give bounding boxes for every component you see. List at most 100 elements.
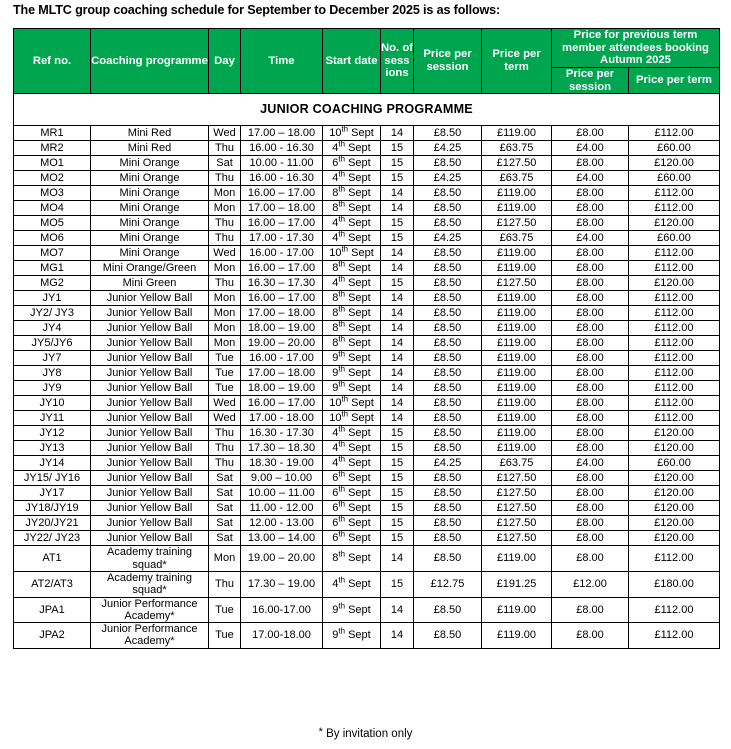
cell-ppt: £119.00 xyxy=(481,200,552,217)
cell-prev-ppt: £112.00 xyxy=(628,245,720,262)
cell-prev-ppt: £112.00 xyxy=(628,350,720,367)
cell-sessions: 15 xyxy=(380,530,414,547)
cell-prev-pps: £8.00 xyxy=(551,335,629,352)
table-row: MO6 Mini Orange Thu 17.00 - 17.30 4th Sept 15… xyxy=(13,230,720,247)
cell-sessions: 14 xyxy=(380,335,414,352)
cell-ref: MO6 xyxy=(13,230,91,247)
cell-programme: Junior Yellow Ball xyxy=(90,290,209,307)
cell-prev-ppt: £112.00 xyxy=(628,622,720,649)
cell-start-date: 4th Sept xyxy=(322,215,381,232)
cell-ref: JY17 xyxy=(13,485,91,502)
cell-sessions: 15 xyxy=(380,275,414,292)
cell-prev-ppt: £120.00 xyxy=(628,275,720,292)
cell-ref: MO2 xyxy=(13,170,91,187)
cell-ppt: £119.00 xyxy=(481,410,552,427)
cell-pps: £12.75 xyxy=(413,570,482,598)
cell-ref: MR1 xyxy=(13,125,91,142)
cell-start-date: 10th Sept xyxy=(322,125,381,142)
table-row: JY5/JY6 Junior Yellow Ball Mon 19.00 – 20.0… xyxy=(13,335,720,352)
cell-ref: MO7 xyxy=(13,245,91,262)
cell-day: Sat xyxy=(208,470,241,487)
cell-prev-pps: £8.00 xyxy=(551,365,629,382)
table-row: MO1 Mini Orange Sat 10.00 - 11.00 6th Sept 15… xyxy=(13,155,720,172)
cell-prev-ppt: £120.00 xyxy=(628,440,720,457)
cell-start-date: 8th Sept xyxy=(322,290,381,307)
cell-time: 16.00 - 17.00 xyxy=(240,350,323,367)
cell-start-date: 6th Sept xyxy=(322,530,381,547)
cell-start-date: 9th Sept xyxy=(322,380,381,397)
cell-ref: JY11 xyxy=(13,410,91,427)
cell-time: 16.00 – 17.00 xyxy=(240,215,323,232)
cell-prev-ppt: £120.00 xyxy=(628,155,720,172)
cell-sessions: 15 xyxy=(380,140,414,157)
cell-pps: £8.50 xyxy=(413,200,482,217)
table-row: JY22/ JY23 Junior Yellow Ball Sat 13.00 – 1… xyxy=(13,530,720,547)
cell-programme: Junior Yellow Ball xyxy=(90,530,209,547)
cell-ref: JY8 xyxy=(13,365,91,382)
cell-pps: £8.50 xyxy=(413,470,482,487)
cell-ref: JY1 xyxy=(13,290,91,307)
cell-prev-pps: £8.00 xyxy=(551,515,629,532)
table-row: JY18/JY19 Junior Yellow Ball Sat 11.00 - 12… xyxy=(13,500,720,517)
cell-pps: £8.50 xyxy=(413,425,482,442)
table-row: MR2 Mini Red Thu 16.00 - 16.30 4th Sept 15 £4.… xyxy=(13,140,720,157)
cell-start-date: 9th Sept xyxy=(322,350,381,367)
cell-sessions: 15 xyxy=(380,425,414,442)
table-row: MG2 Mini Green Thu 16.30 – 17.30 4th Sept 15 £… xyxy=(13,275,720,292)
cell-prev-ppt: £120.00 xyxy=(628,485,720,502)
cell-pps: £8.50 xyxy=(413,260,482,277)
cell-ref: MO1 xyxy=(13,155,91,172)
cell-prev-pps: £8.00 xyxy=(551,155,629,172)
cell-ref: MG2 xyxy=(13,275,91,292)
cell-start-date: 10th Sept xyxy=(322,395,381,412)
cell-day: Mon xyxy=(208,185,241,202)
cell-prev-pps: £8.00 xyxy=(551,470,629,487)
cell-programme: Junior Performance Academy* xyxy=(90,596,209,624)
cell-programme: Junior Yellow Ball xyxy=(90,500,209,517)
cell-ref: JY2/ JY3 xyxy=(13,305,91,322)
cell-start-date: 4th Sept xyxy=(322,570,381,598)
cell-ppt: £127.50 xyxy=(481,215,552,232)
cell-start-date: 4th Sept xyxy=(322,425,381,442)
cell-pps: £8.50 xyxy=(413,305,482,322)
cell-ppt: £119.00 xyxy=(481,305,552,322)
cell-prev-pps: £8.00 xyxy=(551,380,629,397)
cell-day: Thu xyxy=(208,570,241,598)
cell-prev-pps: £8.00 xyxy=(551,622,629,649)
cell-sessions: 15 xyxy=(380,570,414,598)
cell-prev-ppt: £112.00 xyxy=(628,335,720,352)
cell-prev-ppt: £112.00 xyxy=(628,125,720,142)
cell-prev-ppt: £60.00 xyxy=(628,140,720,157)
cell-pps: £8.50 xyxy=(413,335,482,352)
cell-prev-pps: £8.00 xyxy=(551,440,629,457)
cell-ppt: £119.00 xyxy=(481,596,552,624)
cell-sessions: 14 xyxy=(380,245,414,262)
table-row: JY10 Junior Yellow Ball Wed 16.00 – 17.00 10… xyxy=(13,395,720,412)
cell-time: 19.00 – 20.00 xyxy=(240,545,323,572)
cell-ref: JY5/JY6 xyxy=(13,335,91,352)
cell-programme: Academy training squad* xyxy=(90,570,209,598)
cell-start-date: 6th Sept xyxy=(322,500,381,517)
cell-ppt: £119.00 xyxy=(481,622,552,649)
cell-time: 16.00 – 17.00 xyxy=(240,395,323,412)
cell-pps: £8.50 xyxy=(413,155,482,172)
cell-pps: £8.50 xyxy=(413,500,482,517)
cell-ppt: £119.00 xyxy=(481,320,552,337)
table-row: AT2/AT3 Academy training squad* Thu 17.30 –… xyxy=(13,570,720,598)
cell-ppt: £119.00 xyxy=(481,290,552,307)
cell-programme: Junior Performance Academy* xyxy=(90,622,209,649)
cell-ref: JY4 xyxy=(13,320,91,337)
cell-day: Tue xyxy=(208,365,241,382)
cell-day: Thu xyxy=(208,215,241,232)
section-title-row: JUNIOR COACHING PROGRAMME xyxy=(13,93,720,127)
cell-sessions: 14 xyxy=(380,260,414,277)
cell-time: 11.00 - 12.00 xyxy=(240,500,323,517)
cell-pps: £4.25 xyxy=(413,170,482,187)
cell-prev-ppt: £112.00 xyxy=(628,320,720,337)
table-row: JY1 Junior Yellow Ball Mon 16.00 – 17.00 8th… xyxy=(13,290,720,307)
cell-start-date: 9th Sept xyxy=(322,365,381,382)
cell-ppt: £119.00 xyxy=(481,245,552,262)
cell-prev-ppt: £112.00 xyxy=(628,395,720,412)
cell-ppt: £119.00 xyxy=(481,335,552,352)
cell-day: Wed xyxy=(208,125,241,142)
